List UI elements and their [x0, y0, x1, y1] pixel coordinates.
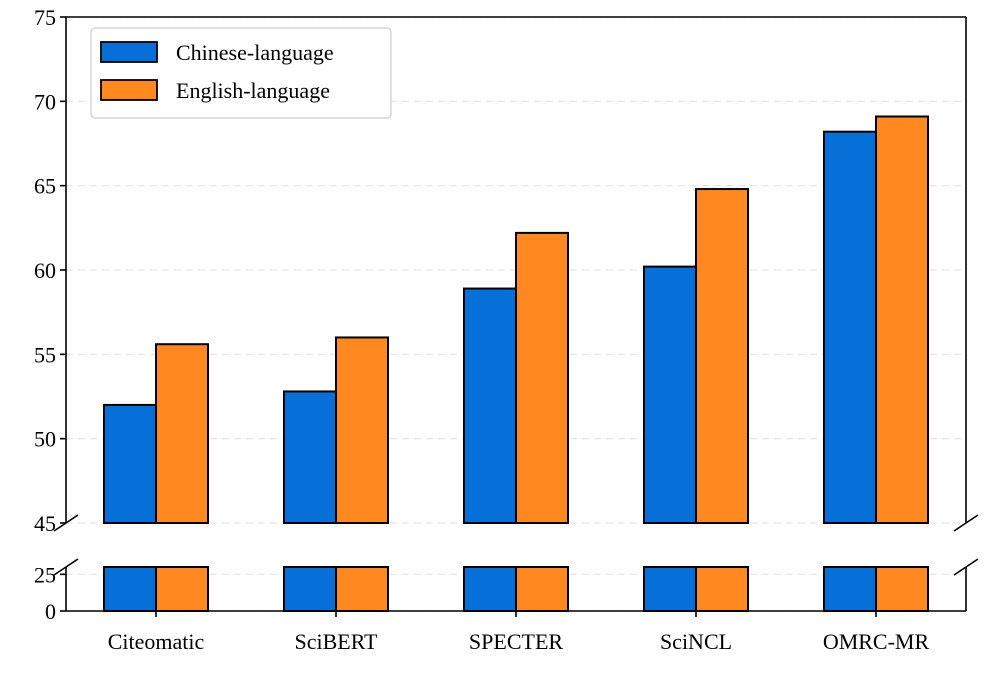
bar-lower [155, 566, 209, 612]
x-tick-label: OMRC-MR [823, 629, 930, 654]
bar-upper [643, 265, 697, 524]
y-tick-label: 75 [34, 5, 56, 30]
bar-lower [643, 566, 697, 612]
bar-upper [283, 390, 337, 524]
bar-lower [463, 566, 517, 612]
bar-lower [283, 566, 337, 612]
x-tick-label: SciBERT [294, 629, 378, 654]
bar-upper [875, 115, 929, 524]
x-tick-label: SciNCL [660, 629, 732, 654]
y-tick-label: 70 [34, 89, 56, 114]
bar-lower [335, 566, 389, 612]
y-tick-label: 50 [34, 427, 56, 452]
bar-lower [103, 566, 157, 612]
bar-lower [695, 566, 749, 612]
bar-upper [463, 287, 517, 525]
bar-upper [103, 403, 157, 524]
legend: Chinese-language English-language [90, 27, 392, 119]
bar-upper [335, 336, 389, 525]
axis-break-mark [53, 558, 79, 576]
bar-upper [155, 343, 209, 525]
legend-swatch [100, 41, 158, 63]
bar-upper [515, 231, 569, 524]
y-tick-label: 0 [45, 599, 56, 624]
bar-lower [823, 566, 877, 612]
bar-upper [823, 130, 877, 524]
axis-break-mark [953, 558, 979, 576]
bars-layer [103, 115, 929, 612]
y-tick-label: 65 [34, 174, 56, 199]
y-tick-label: 45 [34, 511, 56, 536]
legend-box [90, 27, 392, 119]
bar-lower [515, 566, 569, 612]
ticks-layer: 45 50 55 60 65 70 75 0 25 Citeomatic SciBERT SPECTE… [34, 5, 930, 654]
y-tick-label: 60 [34, 258, 56, 283]
bar-upper [695, 188, 749, 524]
legend-label: Chinese-language [176, 40, 334, 65]
x-tick-label: SPECTER [469, 629, 563, 654]
axis-break-mark [953, 514, 979, 532]
x-tick-label: Citeomatic [108, 629, 205, 654]
legend-label: English-language [176, 78, 330, 103]
y-tick-label: 55 [34, 342, 56, 367]
legend-swatch [100, 79, 158, 101]
y-tick-label: 25 [34, 562, 56, 587]
bar-lower [875, 566, 929, 612]
